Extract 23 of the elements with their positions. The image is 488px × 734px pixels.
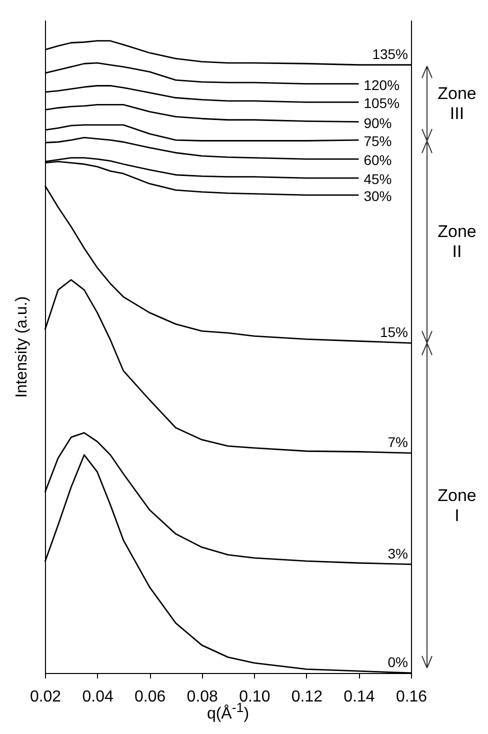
text: Zone III — [436, 84, 478, 124]
x-tick-label: 0.04 — [82, 688, 114, 706]
series-label: 30% — [364, 188, 392, 204]
series-label: 0% — [388, 654, 408, 670]
series-label: 75% — [364, 133, 392, 150]
x-tick-label: 0.14 — [344, 688, 375, 706]
x-tick-label: 0.12 — [291, 688, 323, 706]
series-label: 90% — [364, 114, 392, 131]
x-tick-label: 0.02 — [30, 688, 62, 706]
y-axis-title: Intensity (a.u.) — [14, 296, 30, 398]
series-label: 7% — [388, 434, 408, 450]
series-label: 45% — [364, 171, 392, 188]
series-label: 60% — [364, 152, 392, 168]
text: Zone II — [436, 222, 478, 262]
series-label: 120% — [364, 76, 400, 93]
x-tick-label: 0.08 — [186, 688, 218, 706]
text: Zone I — [436, 486, 478, 526]
x-tick-label: 0.16 — [396, 688, 428, 706]
series-label: 15% — [380, 324, 408, 340]
series-label: 135% — [372, 46, 408, 62]
series-label: 3% — [388, 545, 408, 562]
series-label: 105% — [364, 95, 400, 112]
x-tick-label: 0.06 — [134, 688, 166, 706]
